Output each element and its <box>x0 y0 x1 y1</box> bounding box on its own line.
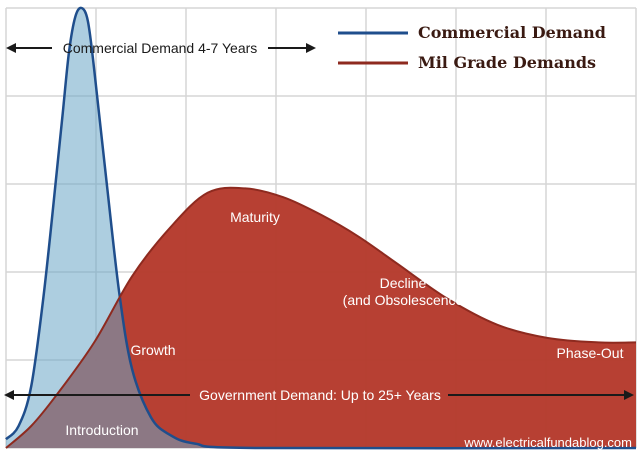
phase-label-maturity: Maturity <box>230 209 280 225</box>
phase-label-phase-out: Phase-Out <box>557 345 624 361</box>
government-range-arrow: Government Demand: Up to 25+ Years <box>4 387 634 403</box>
commercial-range-arrow: Commercial Demand 4-7 Years <box>6 40 316 56</box>
commercial-demand-line <box>5 6 637 450</box>
legend-commercial-label: Commercial Demand <box>418 23 606 42</box>
legend-mil-grade-label: Mil Grade Demands <box>418 53 596 72</box>
legend: Commercial Demand Mil Grade Demands <box>338 23 606 72</box>
phase-label-growth: Growth <box>130 342 175 358</box>
mil-grade-demand-area <box>6 187 636 448</box>
watermark: www.electricalfundablog.com <box>463 435 632 450</box>
government-range-label: Government Demand: Up to 25+ Years <box>199 387 441 403</box>
phase-label-decline: Decline (and Obsolescence <box>343 275 464 308</box>
phase-label-introduction: Introduction <box>65 422 138 438</box>
commercial-range-label: Commercial Demand 4-7 Years <box>63 40 258 56</box>
commercial-demand-area <box>6 7 636 449</box>
mil-grade-demand-line <box>5 186 637 449</box>
